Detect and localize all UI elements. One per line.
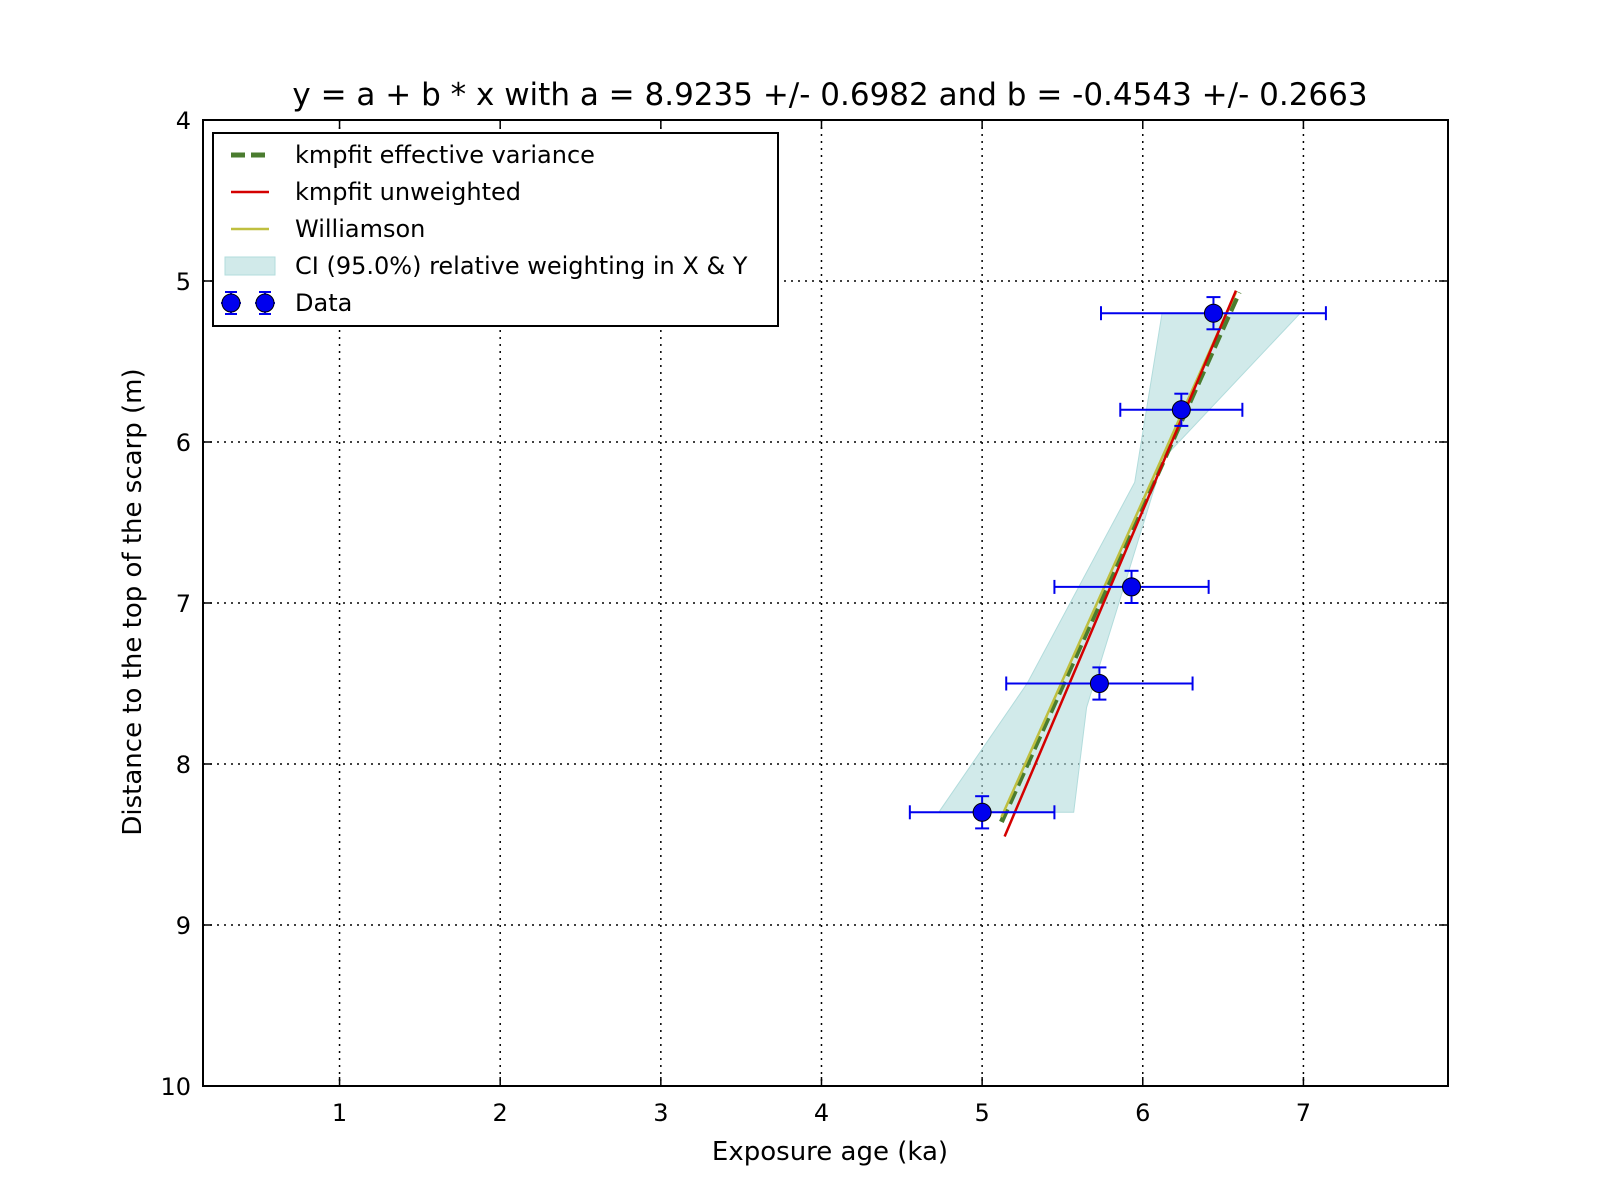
legend-swatch-marker	[221, 293, 241, 313]
legend-label: kmpfit unweighted	[295, 178, 521, 206]
y-axis-label: Distance to the top of the scarp (m)	[118, 368, 148, 835]
y-tick-label: 10	[160, 1073, 191, 1101]
legend-swatch-marker	[255, 293, 275, 313]
data-point	[908, 795, 1056, 830]
chart-title: y = a + b * x with a = 8.9235 +/- 0.6982…	[292, 77, 1367, 113]
data-marker	[1203, 303, 1223, 323]
legend-item: kmpfit unweighted	[231, 178, 521, 206]
y-tick-label: 9	[176, 912, 191, 940]
fit-line-kmpfit-unweighted	[1003, 290, 1238, 837]
data-marker	[972, 802, 992, 822]
y-tick-label: 6	[176, 429, 191, 457]
y-tick-label: 7	[176, 590, 191, 618]
legend-item: Williamson	[231, 215, 425, 243]
legend-label: Williamson	[295, 215, 425, 243]
legend: kmpfit effective variance kmpfit unweight…	[212, 132, 779, 327]
legend-label: CI (95.0%) relative weighting in X & Y	[295, 252, 748, 280]
legend-label: kmpfit effective variance	[295, 141, 595, 169]
axis-ticks: 1 2 3 4 5 6 7 4 5 6 7 8 9 10	[160, 107, 1448, 1127]
legend-box	[212, 132, 779, 327]
x-tick-label: 1	[332, 1099, 347, 1127]
x-tick-label: 5	[974, 1099, 989, 1127]
x-tick-label: 6	[1135, 1099, 1150, 1127]
legend-item: kmpfit effective variance	[231, 141, 595, 169]
data-point	[1005, 666, 1194, 701]
y-tick-label: 8	[176, 751, 191, 779]
fit-line-kmpfit-effective-variance	[999, 291, 1242, 823]
x-axis-label: Exposure age (ka)	[712, 1137, 948, 1167]
legend-swatch	[224, 256, 276, 276]
y-tick-label: 5	[176, 268, 191, 296]
fit-lines-layer	[999, 290, 1242, 837]
x-tick-label: 4	[814, 1099, 829, 1127]
x-tick-label: 3	[653, 1099, 668, 1127]
data-marker	[1089, 674, 1109, 693]
data-point	[1053, 569, 1210, 604]
data-marker	[1171, 400, 1191, 420]
legend-item: CI (95.0%) relative weighting in X & Y	[224, 252, 748, 280]
x-tick-label: 2	[493, 1099, 508, 1127]
legend-item: Data	[221, 289, 352, 317]
data-point	[1100, 296, 1327, 331]
legend-label: Data	[295, 289, 352, 317]
y-tick-label: 4	[176, 107, 191, 135]
data-marker	[1122, 577, 1142, 597]
data-points-layer	[908, 296, 1327, 830]
x-tick-label: 7	[1296, 1099, 1311, 1127]
data-point	[1119, 392, 1244, 427]
